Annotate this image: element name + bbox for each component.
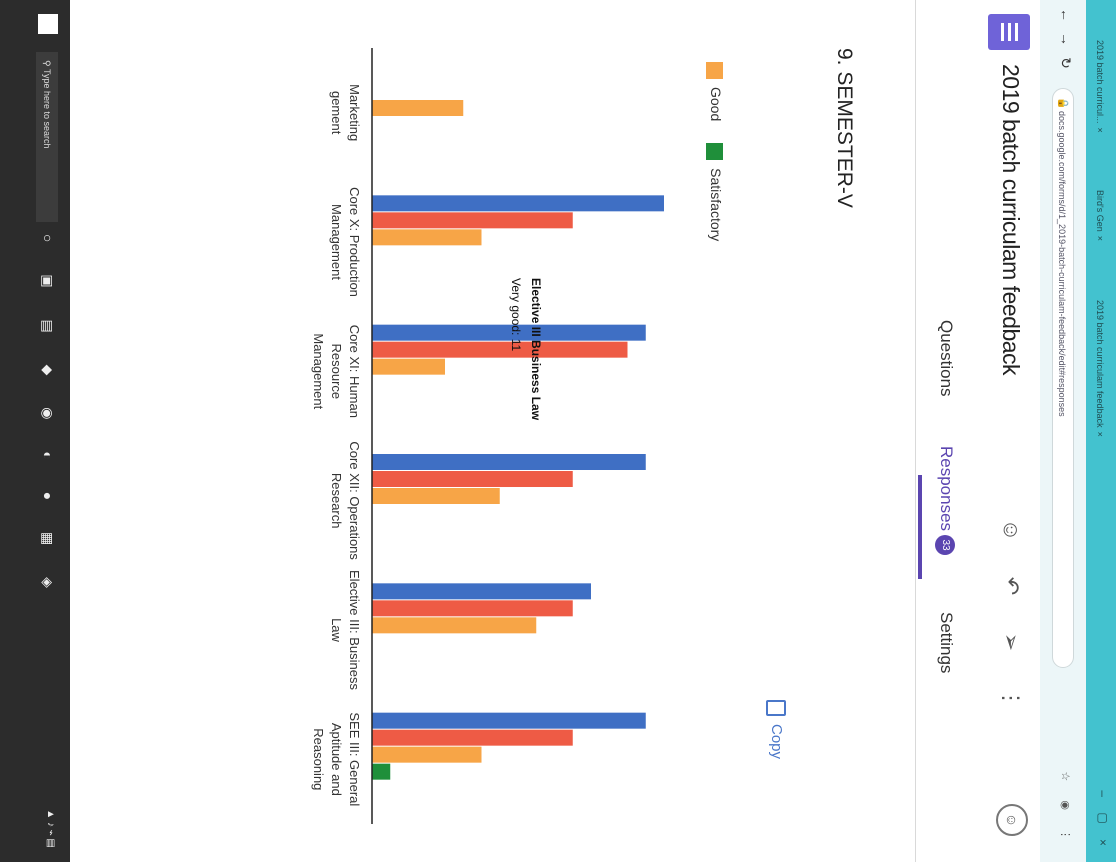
tooltip-value: Very good: 11 [509,278,523,352]
browser-tab-2[interactable]: Bird's Gen × [1091,190,1109,241]
x-tick-label: Resource [329,344,344,400]
bar[interactable] [372,583,591,600]
bar[interactable] [372,358,445,375]
x-tick-label: Aptitude and [329,723,344,796]
question-title: 9. SEMESTER-V [833,48,856,208]
x-tick-label: Core XI: Human [347,325,362,418]
x-tick-label: Law [329,618,344,642]
bar[interactable] [372,471,573,487]
responses-count-badge: 33 [935,535,956,556]
tab-responses-label: Responses [937,446,956,532]
forms-header: 2019 batch curriculam feedback ☺ ↶ ➢ ⋮ ☺ Qu… [915,0,1040,862]
bar[interactable] [372,324,646,341]
bar[interactable] [372,488,500,504]
tab-questions[interactable]: Questions [937,320,956,397]
copy-label: Copy [768,724,786,760]
palette-icon[interactable]: ☺ [999,518,1024,542]
header-actions: ☺ ↶ ➢ ⋮ [998,488,1024,712]
legend-swatch [706,62,724,79]
legend-label: Good [708,87,724,122]
bar[interactable] [372,229,482,246]
close-icon[interactable]: × [1095,235,1105,242]
reload-icon[interactable]: ↻ [1058,57,1074,69]
more-vert-icon[interactable]: ⋮ [999,687,1024,709]
x-tick-label: Core XII: Operations [347,441,362,560]
bar[interactable] [372,212,573,229]
tab-label: Bird's Gen [1095,190,1105,232]
x-tick-label: Core X: Production [347,187,362,297]
windows-start-icon[interactable] [38,14,58,34]
tab-responses[interactable]: Responses 33 [935,446,956,556]
tab-label: 2019 batch curricul... [1095,40,1105,124]
x-tick-label: Management [311,333,326,409]
chart-tooltip: Elective III Business Law Very good: 11 [506,278,546,420]
browser-tab-1[interactable]: 2019 batch curricul... × [1091,40,1109,133]
url-field[interactable]: 🔒 docs.google.com/forms/d/1_2019-batch-c… [1052,88,1074,668]
account-avatar[interactable]: ☺ [996,804,1028,836]
x-tick-label: gement [329,91,344,135]
x-tick-label: Research [329,473,344,529]
legend-item-good: Good [706,62,724,121]
search-icon: ⚲ [42,60,52,69]
bar[interactable] [372,729,573,746]
bar[interactable] [372,600,573,617]
active-tab-indicator [918,475,922,579]
bar[interactable] [372,763,391,780]
copy-icon [766,700,786,716]
bar[interactable] [372,454,646,470]
forward-icon[interactable]: → [1058,32,1074,46]
tab-strip: 2019 batch curricul... × Bird's Gen × 2019… [1086,0,1116,862]
legend-item-satisfactory: Satisfactory [706,143,724,241]
x-tick-label: Marketing [347,84,362,141]
system-tray[interactable]: ▲ ♪ ⌁ ▤ [45,809,56,848]
bar[interactable] [372,100,464,116]
tab-settings[interactable]: Settings [937,612,956,674]
undo-icon[interactable]: ↶ [999,576,1024,596]
bar[interactable] [372,712,646,729]
tab-label: 2019 batch curriculam feedback [1095,300,1105,428]
window-controls[interactable]: – ▢ × [1096,790,1110,852]
x-tick-label: Elective III: Business [347,570,362,690]
x-tick-label: Management [329,204,344,280]
google-forms-logo-icon[interactable] [988,14,1030,50]
bar[interactable] [372,746,482,763]
windows-taskbar: ⚲ Type here to search ○ ▣ ▤ ◆ ◉ ◐ ● ▦ ◈ … [0,0,70,862]
back-icon[interactable]: ← [1058,8,1074,22]
bar[interactable] [372,195,664,212]
address-bar: ← → ↻ 🔒 docs.google.com/forms/d/1_2019-b… [1039,0,1086,862]
taskbar-search-input[interactable]: ⚲ Type here to search [36,52,58,222]
legend-label: Satisfactory [708,168,724,242]
tooltip-category: Elective III Business Law [529,278,543,421]
bar[interactable] [372,341,628,358]
send-icon[interactable]: ➢ [999,632,1024,652]
x-tick-label: Reasoning [311,728,326,790]
copy-button[interactable]: Copy [766,700,786,759]
bar[interactable] [372,617,537,634]
legend-swatch [706,143,724,161]
url-text: docs.google.com/forms/d/1_2019-batch-cur… [1057,111,1067,417]
close-icon[interactable]: × [1095,431,1105,437]
form-title[interactable]: 2019 batch curriculam feedback [998,64,1024,376]
search-placeholder: Type here to search [42,68,52,149]
extension-icons[interactable]: ☆ ◉ ⋮ [1059,771,1071,848]
taskbar-app-icons[interactable]: ○ ▣ ▤ ◆ ◉ ◐ ● ▦ ◈ [40,234,56,602]
chart-legend: Good Satisfactory [706,62,724,259]
lock-icon: 🔒 [1057,97,1068,110]
browser-tab-3[interactable]: 2019 batch curriculam feedback × [1091,300,1109,437]
close-icon[interactable]: × [1095,127,1105,133]
x-tick-label: SEE III: General [347,712,362,806]
